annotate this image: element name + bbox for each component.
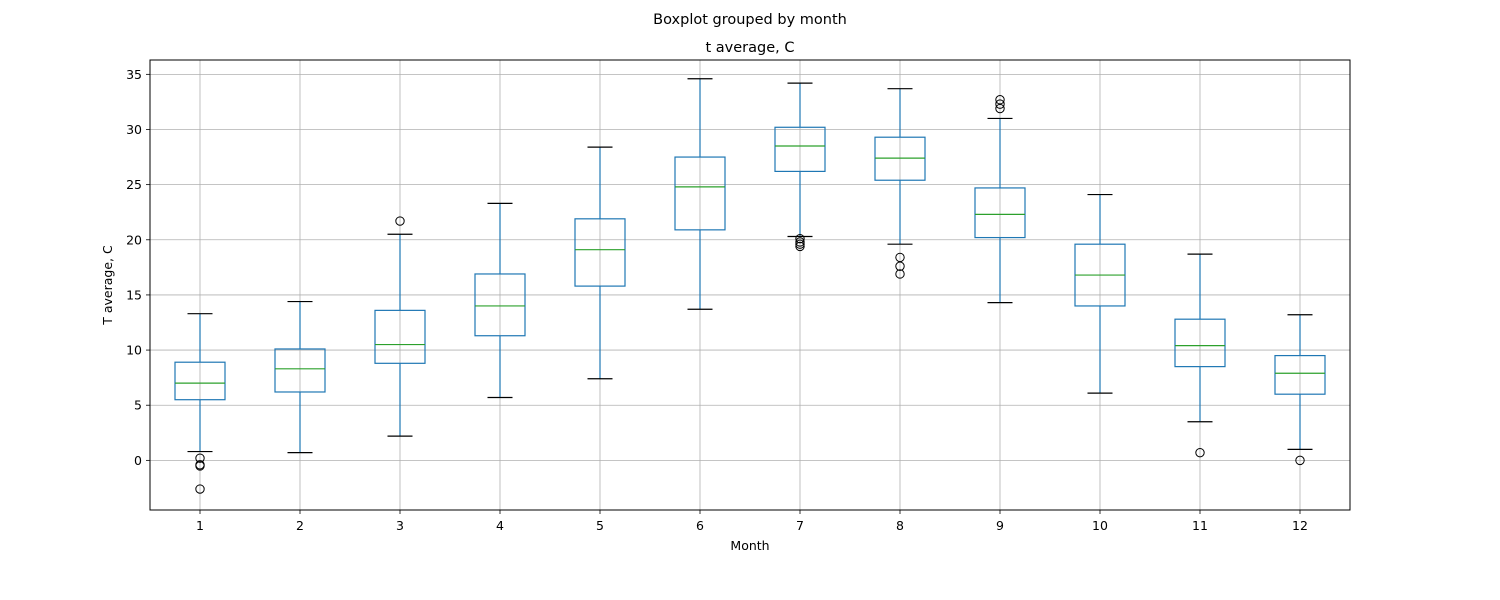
iqr-box	[174, 361, 226, 401]
box-month-8	[874, 88, 926, 279]
y-tick-label: 10	[126, 343, 142, 358]
x-tick-label: 1	[196, 518, 204, 533]
box-month-4	[474, 202, 526, 399]
outlier-point	[1295, 455, 1305, 466]
y-tick-label: 35	[126, 67, 142, 82]
outlier-point	[795, 241, 805, 252]
box-month-1	[174, 313, 226, 494]
x-tick-label: 10	[1092, 518, 1108, 533]
iqr-box	[274, 348, 326, 393]
iqr-box	[1274, 354, 1326, 395]
x-ticks: 1 2 3 4 5 6 7 8 9 10 11 12	[196, 510, 1308, 533]
iqr-box	[674, 156, 726, 231]
outlier-point	[995, 99, 1005, 109]
box-month-11	[1174, 253, 1226, 458]
x-tick-label: 9	[996, 518, 1004, 533]
x-tick-label: 5	[596, 518, 604, 533]
x-tick-label: 2	[296, 518, 304, 533]
x-tick-label: 7	[796, 518, 804, 533]
boxes-layer	[174, 78, 1326, 494]
x-tick-label: 12	[1292, 518, 1308, 533]
iqr-box	[374, 309, 426, 364]
box-month-7	[774, 82, 826, 252]
x-tick-label: 3	[396, 518, 404, 533]
x-tick-label: 8	[896, 518, 904, 533]
outlier-point	[895, 261, 905, 271]
y-tick-label: 20	[126, 232, 142, 247]
box-month-9	[974, 95, 1026, 304]
iqr-box	[474, 273, 526, 337]
outlier-point	[895, 269, 905, 279]
y-tick-label: 5	[134, 398, 142, 413]
y-axis-label: T average, C	[100, 245, 115, 326]
iqr-box	[774, 126, 826, 172]
box-month-6	[674, 78, 726, 310]
y-tick-label: 30	[126, 122, 142, 137]
y-tick-label: 15	[126, 287, 142, 302]
outlier-point	[195, 484, 205, 494]
outlier-point	[795, 237, 805, 247]
outlier-point	[795, 233, 805, 244]
outlier-point	[195, 453, 205, 463]
x-tick-label: 4	[496, 518, 504, 533]
iqr-box	[974, 187, 1026, 239]
iqr-box	[574, 218, 626, 287]
y-tick-label: 0	[134, 453, 142, 468]
box-month-2	[274, 300, 326, 454]
x-axis-label: Month	[730, 538, 769, 553]
outlier-point	[995, 103, 1005, 114]
outlier-point	[1195, 447, 1205, 458]
chart-suptitle: Boxplot grouped by month	[653, 12, 847, 28]
outlier-point	[395, 216, 405, 226]
y-tick-label: 25	[126, 177, 142, 192]
box-month-12	[1274, 314, 1326, 466]
plot-frame	[149, 59, 1351, 511]
box-month-10	[1074, 193, 1126, 394]
box-month-5	[574, 146, 626, 380]
outlier-point	[195, 461, 205, 471]
chart-title: t average, C	[706, 40, 795, 56]
x-tick-label: 6	[696, 518, 704, 533]
box-month-3	[374, 216, 426, 437]
iqr-box	[1174, 318, 1226, 368]
grid-lines	[150, 60, 1350, 510]
y-ticks: 0 5 10 15 20 25 30 35	[126, 67, 150, 468]
outlier-point	[795, 239, 805, 249]
x-tick-label: 11	[1192, 518, 1208, 533]
